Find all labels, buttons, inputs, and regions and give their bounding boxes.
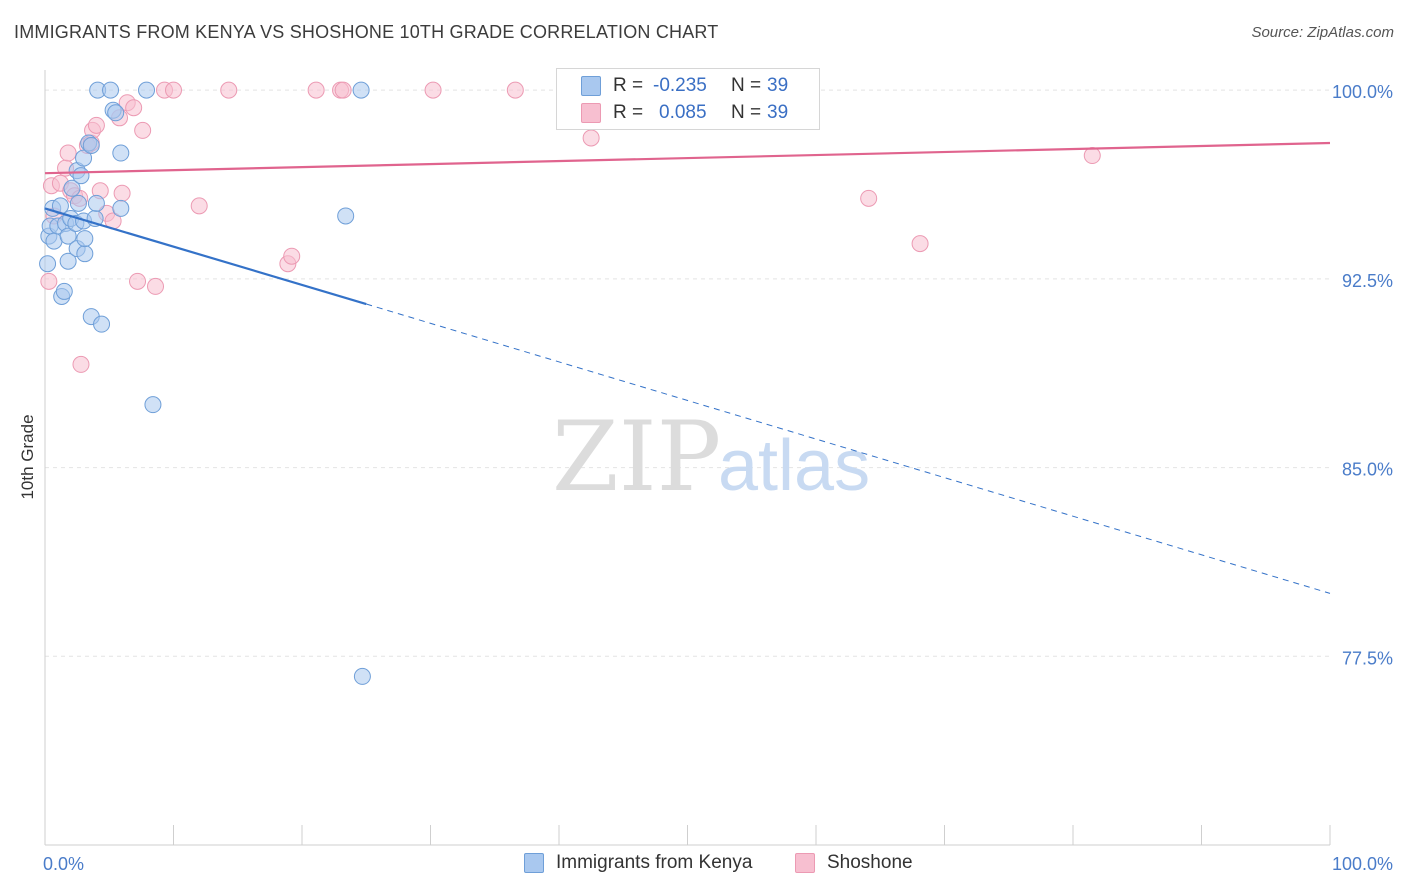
r-label: R = [613, 75, 644, 96]
kenya-point [138, 81, 156, 99]
legend-row-kenya: R = -0.235 N = 39 [581, 73, 788, 99]
shoshone-point [424, 81, 442, 99]
n-value: 39 [767, 102, 789, 123]
kenya-point [112, 199, 130, 217]
bottom-legend-shoshone[interactable]: Shoshone [795, 852, 913, 874]
kenya-point [76, 245, 94, 263]
series-shoshone-points [40, 81, 1101, 373]
r-label: R = [613, 102, 644, 123]
shoshone-point [334, 81, 352, 99]
shoshone-point [59, 144, 77, 162]
shoshone-point [283, 247, 301, 265]
shoshone-point [125, 99, 143, 117]
source-credit: Source: ZipAtlas.com [1251, 24, 1394, 41]
y-tick-label: 92.5% [1342, 271, 1393, 291]
shoshone-point [307, 81, 325, 99]
shoshone-point [40, 272, 58, 290]
kenya-trend-extension [366, 303, 1331, 594]
kenya-point [45, 232, 63, 250]
shoshone-point [113, 184, 131, 202]
shoshone-point [1083, 147, 1101, 165]
shoshone-trend-line [44, 141, 1331, 175]
shoshone-swatch [795, 853, 815, 873]
kenya-point [59, 227, 77, 245]
kenya-point [87, 194, 105, 212]
n-label: N = [731, 102, 762, 123]
kenya-point [72, 167, 90, 185]
x-tick-label: 0.0% [43, 854, 84, 874]
watermark-zip: ZIP [552, 401, 721, 513]
correlation-legend: R = -0.235 N = 39 R = 0.085 N = 39 [556, 68, 820, 130]
r-value: 0.085 [659, 102, 707, 123]
shoshone-swatch [581, 103, 601, 123]
watermark: ZIP atlas [552, 401, 870, 513]
kenya-point [82, 136, 100, 154]
shoshone-point [72, 355, 90, 373]
shoshone-point [134, 121, 152, 139]
kenya-point [352, 81, 370, 99]
kenya-trend-line [44, 207, 367, 306]
bottom-legend-kenya[interactable]: Immigrants from Kenya [524, 852, 752, 874]
y-axis-label: 10th Grade [18, 414, 37, 499]
kenya-legend-label: Immigrants from Kenya [556, 852, 753, 873]
kenya-point [59, 252, 77, 270]
y-tick-label: 100.0% [1332, 82, 1393, 102]
n-value: 39 [767, 75, 789, 96]
y-tick-label: 77.5% [1342, 648, 1393, 668]
shoshone-point [911, 235, 929, 253]
shoshone-legend-label: Shoshone [827, 852, 913, 873]
kenya-point [75, 149, 93, 167]
kenya-point [93, 315, 111, 333]
x-tick-label: 100.0% [1332, 854, 1393, 874]
axes [44, 70, 1331, 846]
kenya-point [353, 667, 371, 685]
kenya-swatch [524, 853, 544, 873]
kenya-point [63, 179, 81, 197]
kenya-point [76, 230, 94, 248]
trend-lines [44, 141, 1331, 594]
shoshone-point [87, 116, 105, 134]
kenya-point [39, 255, 57, 273]
kenya-swatch [581, 76, 601, 96]
y-tick-labels: 100.0% 92.5% 85.0% 77.5% [1332, 82, 1393, 668]
shoshone-point [190, 197, 208, 215]
shoshone-point [147, 277, 165, 295]
r-value: -0.235 [653, 75, 707, 96]
shoshone-point [860, 189, 878, 207]
shoshone-point [129, 272, 147, 290]
kenya-point [55, 282, 73, 300]
kenya-point [107, 104, 125, 122]
kenya-point [69, 194, 87, 212]
kenya-point [102, 81, 120, 99]
shoshone-point [165, 81, 182, 99]
watermark-atlas: atlas [718, 426, 870, 506]
y-tick-label: 85.0% [1342, 460, 1393, 480]
kenya-point [337, 207, 355, 225]
gridlines [45, 89, 1330, 657]
shoshone-point [506, 81, 524, 99]
kenya-point [144, 396, 162, 414]
shoshone-point [582, 129, 600, 147]
chart-title: IMMIGRANTS FROM KENYA VS SHOSHONE 10TH G… [14, 22, 719, 42]
shoshone-point [220, 81, 238, 99]
legend-row-shoshone: R = 0.085 N = 39 [581, 100, 788, 126]
kenya-point [112, 144, 130, 162]
n-label: N = [731, 75, 762, 96]
x-tick-labels: 0.0% 100.0% [43, 854, 1393, 874]
